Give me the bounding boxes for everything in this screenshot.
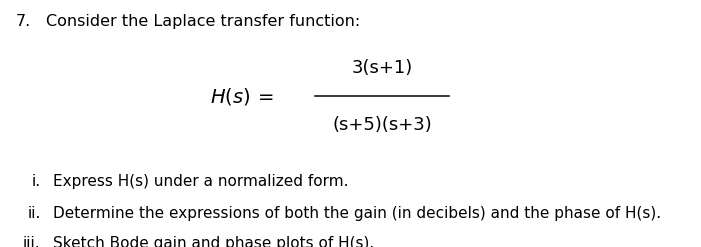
Text: Express H(s) under a normalized form.: Express H(s) under a normalized form. <box>53 174 348 189</box>
Text: 7.: 7. <box>15 14 31 29</box>
Text: Consider the Laplace transfer function:: Consider the Laplace transfer function: <box>46 14 360 29</box>
Text: iii.: iii. <box>23 236 41 247</box>
Text: $\mathit{H}(\mathit{s})\,=$: $\mathit{H}(\mathit{s})\,=$ <box>210 86 273 107</box>
Text: 3(s+1): 3(s+1) <box>351 59 413 77</box>
Text: ii.: ii. <box>27 206 41 221</box>
Text: (s+5)(s+3): (s+5)(s+3) <box>332 116 432 134</box>
Text: i.: i. <box>32 174 41 189</box>
Text: Determine the expressions of both the gain (in decibels) and the phase of H(s).: Determine the expressions of both the ga… <box>53 206 661 221</box>
Text: Sketch Bode gain and phase plots of H(s).: Sketch Bode gain and phase plots of H(s)… <box>53 236 374 247</box>
